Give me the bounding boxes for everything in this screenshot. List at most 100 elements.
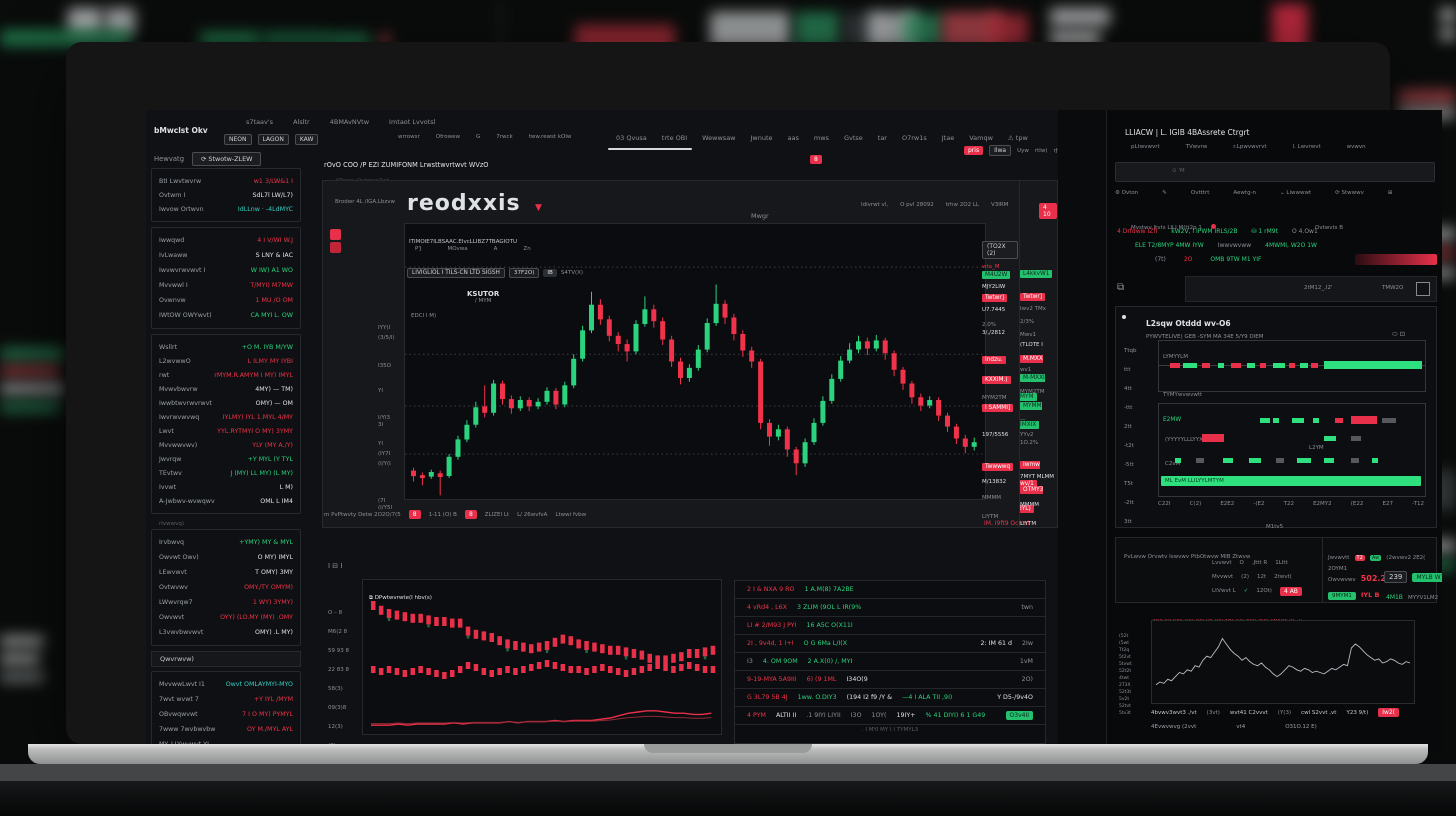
plot-tool[interactable]: A bbox=[493, 246, 498, 252]
menu-item[interactable]: ⚠ tpw bbox=[1007, 134, 1028, 142]
table-row[interactable]: 4 PYM ALTII II .1 9IYI LIYII I3O 1OY(19IY+ % … bbox=[735, 707, 1045, 725]
watchlist-row[interactable]: Ivvwt L M) bbox=[152, 480, 300, 494]
menu-item[interactable]: trte OBI bbox=[661, 134, 688, 142]
table-row[interactable]: 9-19-MYA 5A9III 6) (9 1ML I34O(9 2O) bbox=[735, 671, 1045, 689]
tab-stwotw[interactable]: ⟳ Stwotw-ZLEW bbox=[192, 152, 262, 166]
right-tool[interactable]: Ovtttrt bbox=[1190, 190, 1210, 196]
menu-item[interactable]: mws bbox=[813, 134, 829, 142]
table-row[interactable]: 2I , 9v4d, 1 I+I O G 6Ma L/I(X 2: IM 61 d 2… bbox=[735, 635, 1045, 653]
right-tool[interactable]: ✎ bbox=[1162, 190, 1167, 196]
right-menu-item[interactable]: pLtwvwvrt bbox=[1131, 144, 1160, 150]
topbar-box[interactable]: NEON bbox=[224, 134, 252, 145]
topbar-item[interactable]: wrrowsr bbox=[398, 134, 420, 140]
watchlist-row[interactable]: Wsllrt +O M. IYB M/YW bbox=[152, 340, 300, 354]
menu-item[interactable]: Wewwsaw bbox=[702, 134, 736, 142]
orderbook-row[interactable]: wv1 bbox=[1020, 356, 1056, 375]
search-input[interactable]: ⊙ 'M bbox=[1115, 162, 1435, 182]
status-badge[interactable]: 8 bbox=[408, 510, 421, 519]
table-row[interactable]: 2 I & NXA 9 RO 1 A.M(8) 7A2BE bbox=[735, 581, 1045, 599]
topbar-box[interactable]: LAGON bbox=[257, 134, 289, 145]
orderbook-row[interactable]: 2/3% bbox=[1020, 308, 1056, 327]
stats-badge[interactable]: 4 10 bbox=[1039, 201, 1057, 220]
watchlist-row[interactable]: Mvvwwl I T/MYI) M7MW bbox=[152, 278, 300, 293]
orderbook-row[interactable]: OTMY3 IYL) bbox=[1020, 476, 1056, 514]
orderbook-row[interactable]: 1O.2% bbox=[1020, 429, 1056, 448]
orderbook-row[interactable]: Mwv1 bbox=[1020, 321, 1056, 340]
topbar-badge[interactable]: Ilwa bbox=[989, 145, 1012, 156]
orderbook-row[interactable]: YYv2 bbox=[1020, 421, 1056, 440]
watchlist-row[interactable]: 7www 7wvbwvbw OY M./MYL AYL bbox=[152, 722, 300, 737]
orderbook-row[interactable]: L4kkvW1 bbox=[1020, 260, 1056, 279]
checkbox[interactable] bbox=[1416, 282, 1430, 296]
watchlist-row[interactable]: IvLwaww S LNY & IAC bbox=[152, 248, 300, 263]
plot-tool[interactable]: MOvwa bbox=[447, 246, 468, 252]
indicator-tool-icon[interactable] bbox=[330, 242, 341, 253]
candlestick-plot[interactable]: ITIMOIE7ILBSAAC.EIvcLLIBZ7TBAGIOTU P'J MO… bbox=[404, 223, 986, 500]
topbar-item[interactable]: Ofrowew bbox=[435, 134, 460, 140]
menu-alert-badge[interactable]: 8 bbox=[810, 146, 822, 165]
watchlist-row[interactable]: IWtOW OWYwvt) CA MYI L. OW bbox=[152, 308, 300, 323]
menu-item[interactable]: Jwnute bbox=[750, 134, 773, 142]
orderbook-row[interactable]: 7MYT MLMM bbox=[1020, 463, 1056, 482]
menu-item[interactable]: Gvtse bbox=[843, 134, 863, 142]
orderbook-row[interactable]: MYM2TM bbox=[1020, 378, 1056, 397]
topbar-box[interactable]: KAW bbox=[294, 134, 319, 145]
watchlist-row[interactable]: Iwwbtwvrwvrwvt OMY) — OM bbox=[152, 396, 300, 410]
right-tool[interactable]: Aewtg-n bbox=[1233, 190, 1257, 196]
legend-tab1[interactable]: 37F2O) bbox=[508, 268, 540, 278]
right-menu-item[interactable]: I. Lwvrwvt bbox=[1292, 144, 1321, 150]
watchlist-row[interactable]: Ovtwm I SdL7l LW/L7) bbox=[152, 188, 300, 202]
right-menu-item[interactable]: TVwvrw bbox=[1185, 144, 1208, 150]
topbar-item[interactable]: 7rwck bbox=[496, 134, 513, 140]
watchlist-row[interactable]: Lwvt YYL.RYTMYI O MY) 3YMY bbox=[152, 424, 300, 438]
watchlist-row[interactable]: A-Jwbwv-wvwqwv OML L IM4 bbox=[152, 494, 300, 508]
lc-footer-badge[interactable]: Iw2( bbox=[1378, 708, 1400, 717]
bottom-tools-icons[interactable]: I ⊟ I bbox=[328, 562, 343, 570]
topbar-item[interactable]: s7taav's bbox=[246, 118, 274, 126]
watchlist-row[interactable]: TEvtwv J (MY) LL MY) (L MY) bbox=[152, 466, 300, 480]
table-row[interactable]: G 3L79 5B 4J 1ww. O.DIY3 (194 I2 f9 /Y & —4… bbox=[735, 689, 1045, 707]
right-menu-item[interactable]: r.Lpwvwvrvt bbox=[1233, 144, 1267, 150]
legend-tab2[interactable]: IB bbox=[543, 269, 557, 277]
table-row[interactable]: I3 4. OM 9OM 2 A.X(0) /, MYI 1vM bbox=[735, 653, 1045, 671]
right-tool[interactable]: ⟳ Stwwwv bbox=[1335, 190, 1364, 196]
watchlist-row[interactable]: Owvwvt OYY) (LO.MY (MY) .OMY bbox=[152, 610, 300, 625]
orderbook-row[interactable]: — bbox=[1020, 406, 1056, 425]
caret-down-icon[interactable]: ▼ bbox=[535, 203, 542, 213]
watchlist-row[interactable]: rwt rMYM.R.AMYM I MY) IMYL bbox=[152, 368, 300, 382]
topbar-item[interactable]: Alsltr bbox=[293, 118, 310, 126]
watchlist-row[interactable]: 7wvt wvwt 7 +Y IYL /MYM bbox=[152, 692, 300, 707]
tab-hewvatg[interactable]: Hewvatg bbox=[154, 155, 185, 163]
menu-item[interactable]: aas bbox=[787, 134, 799, 142]
watchlist-row[interactable]: Owvwt Owv) O MY) IMYL bbox=[152, 550, 300, 565]
orderbook-row[interactable]: Iwv2 TMx bbox=[1020, 295, 1056, 314]
orderbook-row[interactable]: Iwmw wv/1 bbox=[1020, 451, 1056, 489]
status-badge[interactable]: 8 bbox=[464, 510, 477, 519]
orderbook-row[interactable]: (TLOTE I bbox=[1020, 331, 1056, 350]
watchlist-row[interactable]: Iwvwvrwvwvt I W IW) A1 WO bbox=[152, 263, 300, 278]
table-row[interactable]: LI # 2/M93 J PYI 16 A5C O(X11I bbox=[735, 617, 1045, 635]
topbar-item[interactable]: tww.rewst kOlw bbox=[528, 134, 572, 140]
table-row[interactable]: 4 vRd4 , L6X 3 ZLIM (9OL L IR(9% twn bbox=[735, 599, 1045, 617]
watchlist-row[interactable]: Mvwvbwvrw 4MY) — TM) bbox=[152, 382, 300, 396]
right-menu-item[interactable]: wvwvn bbox=[1346, 144, 1366, 150]
watchlist-row[interactable]: Ovtwvwv OMY./TY OMYM) bbox=[152, 580, 300, 595]
right-tool[interactable]: ⊞ bbox=[1387, 190, 1393, 196]
menu-item[interactable]: Jtae bbox=[941, 134, 955, 142]
watchlist-row[interactable]: MvvwwLwvt I1 Owvt OMLAYMYI-MYO bbox=[152, 677, 300, 692]
orderbook-row[interactable]: MYMM IMXIX bbox=[1020, 392, 1056, 430]
analytics-icons[interactable]: ⬭ ⊡ bbox=[1392, 330, 1406, 338]
rb-price-boxes[interactable]: 239 MYLB W14 bbox=[1384, 564, 1442, 583]
topbar-badge[interactable]: Uyw bbox=[1017, 147, 1029, 154]
right-tool[interactable]: ⚙ Ovton bbox=[1115, 190, 1139, 196]
topbar-badge[interactable]: rtlw) bbox=[1034, 147, 1048, 154]
line-chart[interactable] bbox=[1151, 620, 1415, 704]
watchlist-row[interactable]: Iwvow Ortwvn IdLLnw · -4LdMYC bbox=[152, 202, 300, 216]
menu-item[interactable]: O7rw1s bbox=[901, 134, 927, 142]
topbar-item[interactable]: G bbox=[475, 134, 481, 140]
watchlist-row[interactable]: LEwvwvt T OMY) 3MY bbox=[152, 565, 300, 580]
watchlist-row[interactable]: Ovwnvw 1 MU /O OM bbox=[152, 293, 300, 308]
plot-tool[interactable]: Zn bbox=[523, 246, 531, 252]
right-tool[interactable]: ⌄ Liwwwwt bbox=[1280, 190, 1312, 196]
watchlist-row[interactable]: L2wvwwO L ILMY MY IYBI bbox=[152, 354, 300, 368]
